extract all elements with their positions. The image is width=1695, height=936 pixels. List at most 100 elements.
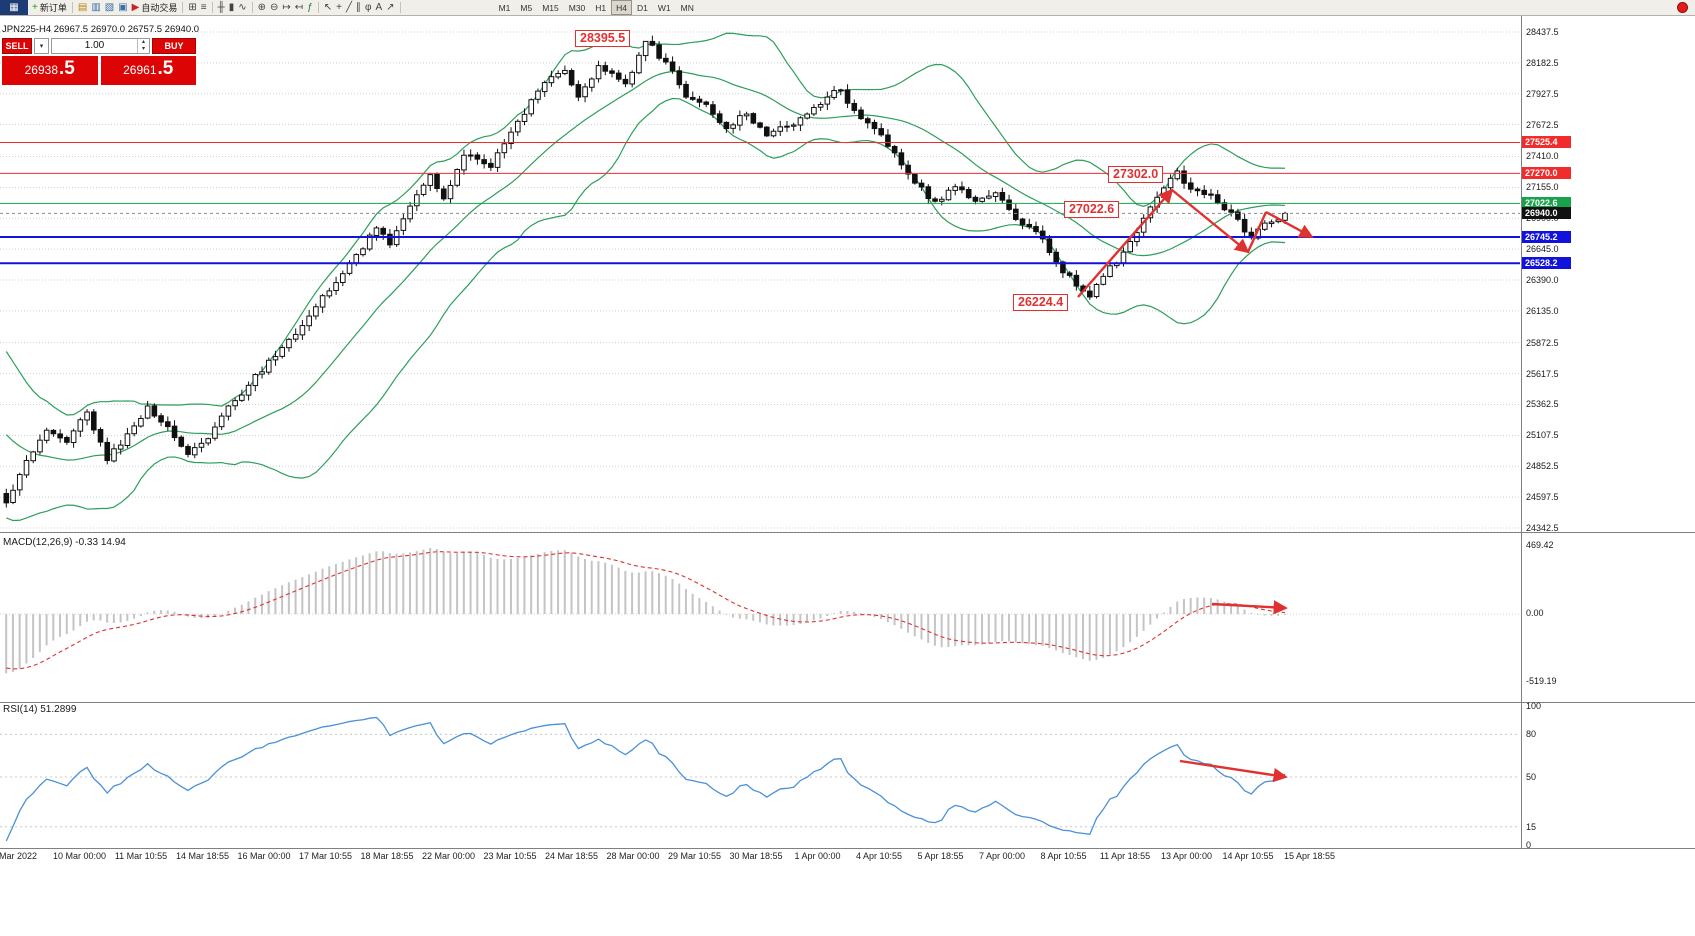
rsi-tick-label: 100: [1526, 701, 1542, 711]
rsi-indicator-label: RSI(14) 51.2899: [3, 704, 77, 715]
toolbar-icons: ▦ + 新订单 ▤ ▥ ▧ ▣ ▶ 自动交易 ⊞ ≡ ╫ ▮ ∿ ⊕ ⊖ ↦ ↤ ƒ ↖ + ╱ ∥ φ A ↗: [0, 0, 404, 15]
volume-spinner[interactable]: ▴ ▾: [137, 38, 149, 53]
time-tick-label: 22 Mar 00:00: [421, 851, 476, 861]
new-chart-button[interactable]: ⊞: [186, 1, 198, 14]
crosshair-button[interactable]: +: [334, 1, 344, 14]
cursor-button[interactable]: ↖: [322, 1, 334, 14]
time-tick-label: 11 Mar 10:55: [114, 851, 168, 861]
zoom-out-icon: ⊖: [270, 2, 279, 13]
macd-tick-label: 469.42: [1526, 540, 1554, 550]
level-price-tag: 26745.2: [1522, 230, 1571, 243]
timeframe-m15-button[interactable]: M15: [542, 2, 559, 13]
time-tick-label: Mar 2022: [0, 851, 38, 861]
terminal-icon: ▣: [118, 2, 128, 13]
buy-price-display[interactable]: 26961.5: [100, 56, 196, 85]
window-menu-icon: ▦: [9, 2, 19, 13]
window-menu-button[interactable]: ▦: [0, 0, 28, 15]
arrows-tool-button[interactable]: ↗: [384, 1, 396, 14]
current-price-tag: 26940.0: [1522, 207, 1571, 220]
price-annotation-label[interactable]: 28395.5: [575, 30, 631, 47]
timeframe-mn-button[interactable]: MN: [680, 2, 694, 13]
chart-shift-button[interactable]: ↤: [293, 1, 305, 14]
new-chart-icon: ⊞: [188, 2, 197, 13]
line-chart-button[interactable]: ∿: [236, 1, 248, 14]
timeframe-m5-button[interactable]: M5: [520, 2, 533, 13]
level-price-tag: 26528.2: [1522, 257, 1571, 270]
volume-input[interactable]: 1.00 ▴ ▾: [51, 37, 150, 54]
time-tick-label: 14 Mar 18:55: [175, 851, 230, 861]
auto-trading-button[interactable]: ▶ 自动交易: [130, 1, 180, 14]
zoom-out-button[interactable]: ⊖: [268, 1, 280, 14]
new-order-button[interactable]: + 新订单: [30, 1, 69, 14]
market-watch-button[interactable]: ▤: [76, 1, 89, 14]
timeframe-w1-button[interactable]: W1: [657, 2, 671, 13]
zoom-in-icon: ⊕: [257, 2, 267, 13]
indicators-icon: ƒ: [307, 2, 313, 13]
auto-scroll-button[interactable]: ↦: [280, 1, 292, 14]
price-annotation-label[interactable]: 26224.4: [1013, 294, 1069, 311]
data-window-button[interactable]: ▥: [89, 1, 102, 14]
price-annotation-label[interactable]: 27022.6: [1064, 201, 1120, 218]
cursor-icon: ↖: [323, 2, 333, 13]
chevron-down-icon: ▾: [39, 42, 44, 50]
price-tick-label: 25872.5: [1526, 337, 1559, 348]
level-price-tag: 27525.4: [1522, 136, 1571, 149]
main-toolbar: ▦ + 新订单 ▤ ▥ ▧ ▣ ▶ 自动交易 ⊞ ≡ ╫ ▮ ∿ ⊕ ⊖ ↦ ↤ ƒ ↖ + ╱ ∥ φ A ↗ M1 M5 M15 M…: [0, 0, 1695, 16]
time-tick-label: 8 Apr 10:55: [1040, 851, 1087, 861]
time-tick-label: 7 Apr 00:00: [978, 851, 1026, 861]
bar-chart-icon: ╫: [217, 2, 225, 13]
navigator-icon: ▧: [104, 2, 115, 13]
time-tick-label: 24 Mar 18:55: [544, 851, 599, 861]
candlestick-chart-icon: ▮: [228, 2, 235, 13]
timeframe-d1-button[interactable]: D1: [637, 2, 648, 13]
rsi-tick-label: 15: [1526, 821, 1537, 832]
zoom-in-button[interactable]: ⊕: [256, 1, 268, 14]
order-type-dropdown[interactable]: ▾: [34, 37, 49, 54]
timeframe-m1-button[interactable]: M1: [498, 2, 511, 13]
time-tick-label: 30 Mar 18:55: [729, 851, 783, 861]
macd-tick-label: -519.19: [1526, 676, 1557, 686]
terminal-button[interactable]: ▣: [116, 1, 129, 14]
time-tick-label: 16 Mar 00:00: [237, 851, 291, 861]
sell-price-display[interactable]: 26938.5: [2, 56, 98, 85]
bar-chart-button[interactable]: ╫: [216, 1, 227, 14]
toolbar-separator: [71, 2, 73, 13]
text-label-icon: A: [375, 2, 383, 13]
price-tick-label: 24342.5: [1526, 523, 1559, 533]
indicators-button[interactable]: ƒ: [305, 1, 315, 14]
navigator-button[interactable]: ▧: [103, 1, 116, 14]
time-tick-label: 4 Apr 10:55: [855, 851, 903, 861]
sell-button[interactable]: SELL: [2, 37, 32, 54]
price-tick-label: 26135.0: [1526, 305, 1559, 316]
auto-trading-label: 自动交易: [141, 3, 178, 13]
timeframe-m30-button[interactable]: M30: [568, 2, 586, 13]
profiles-button[interactable]: ≡: [199, 1, 209, 14]
buy-button[interactable]: BUY: [152, 37, 196, 54]
timeframe-h1-button[interactable]: H1: [595, 2, 607, 13]
crosshair-icon: +: [336, 2, 342, 13]
price-tick-label: 25617.5: [1526, 368, 1559, 379]
one-click-trading-panel: JPN225-H4 26967.5 26970.0 26757.5 26940.…: [2, 24, 199, 85]
text-label-button[interactable]: A: [374, 1, 385, 14]
rsi-tick-label: 0: [1526, 840, 1532, 850]
fibonacci-button[interactable]: φ: [363, 1, 373, 14]
candlestick-chart-button[interactable]: ▮: [227, 1, 237, 14]
trendline-button[interactable]: ╱: [344, 1, 354, 14]
line-chart-icon: ∿: [238, 2, 247, 13]
fibonacci-icon: φ: [365, 2, 372, 13]
price-tick-label: 28437.5: [1526, 27, 1559, 37]
price-tick-label: 25362.5: [1526, 399, 1559, 410]
price-tick-label: 26645.0: [1526, 244, 1559, 255]
channel-button[interactable]: ∥: [354, 1, 363, 14]
time-tick-label: 13 Apr 00:00: [1160, 851, 1213, 861]
timeframe-h4-button[interactable]: H4: [611, 0, 633, 15]
price-tick-label: 24852.5: [1526, 461, 1559, 472]
toolbar-separator: [317, 2, 319, 13]
time-tick-label: 5 Apr 18:55: [917, 851, 964, 861]
toolbar-separator: [399, 2, 401, 13]
buy-price-frac: .5: [157, 58, 174, 79]
price-annotation-label[interactable]: 27302.0: [1108, 166, 1164, 183]
timeframe-group: M1 M5 M15 M30 H1 H4 D1 W1 MN: [494, 0, 699, 15]
